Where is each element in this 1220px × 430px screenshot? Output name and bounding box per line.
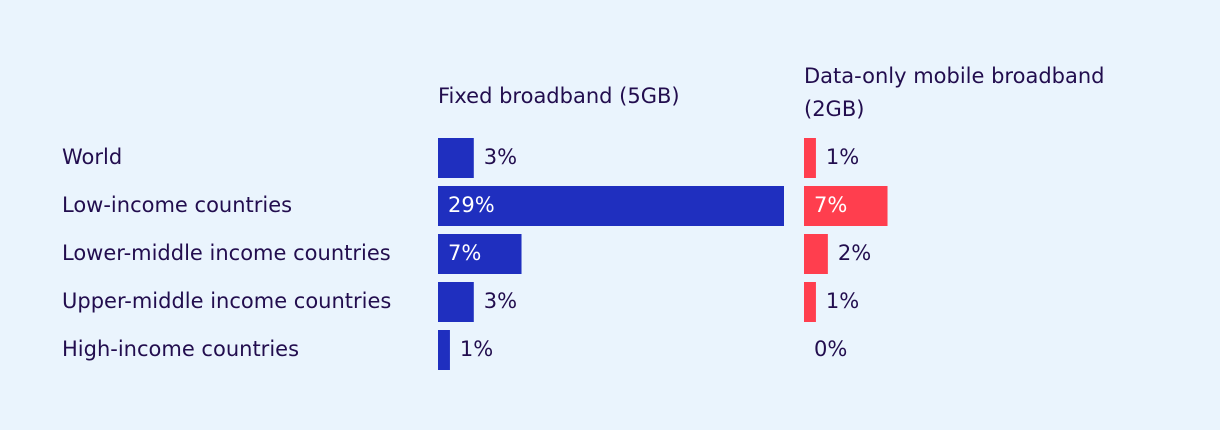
value-label: 3% xyxy=(484,289,517,313)
value-label: 3% xyxy=(484,145,517,169)
panel-title: Data-only mobile broadband (2GB) xyxy=(804,64,1105,121)
category-label: Upper-middle income countries xyxy=(62,289,391,313)
value-label: 7% xyxy=(448,241,481,265)
value-label: 1% xyxy=(826,145,859,169)
bar xyxy=(804,282,816,322)
bar xyxy=(438,330,450,370)
bar xyxy=(804,234,828,274)
value-label: 1% xyxy=(826,289,859,313)
bar xyxy=(804,138,816,178)
category-label: Lower-middle income countries xyxy=(62,241,391,265)
category-label: Low-income countries xyxy=(62,193,292,217)
bar xyxy=(438,138,474,178)
value-label: 29% xyxy=(448,193,495,217)
panel-title: Fixed broadband (5GB) xyxy=(438,84,680,108)
value-label: 2% xyxy=(838,241,871,265)
bar xyxy=(438,234,522,274)
value-label: 7% xyxy=(814,193,847,217)
value-label: 0% xyxy=(814,337,847,361)
category-label: High-income countries xyxy=(62,337,299,361)
bar xyxy=(438,282,474,322)
bar xyxy=(438,186,784,226)
bar xyxy=(804,186,888,226)
category-label: World xyxy=(62,145,122,169)
value-label: 1% xyxy=(460,337,493,361)
